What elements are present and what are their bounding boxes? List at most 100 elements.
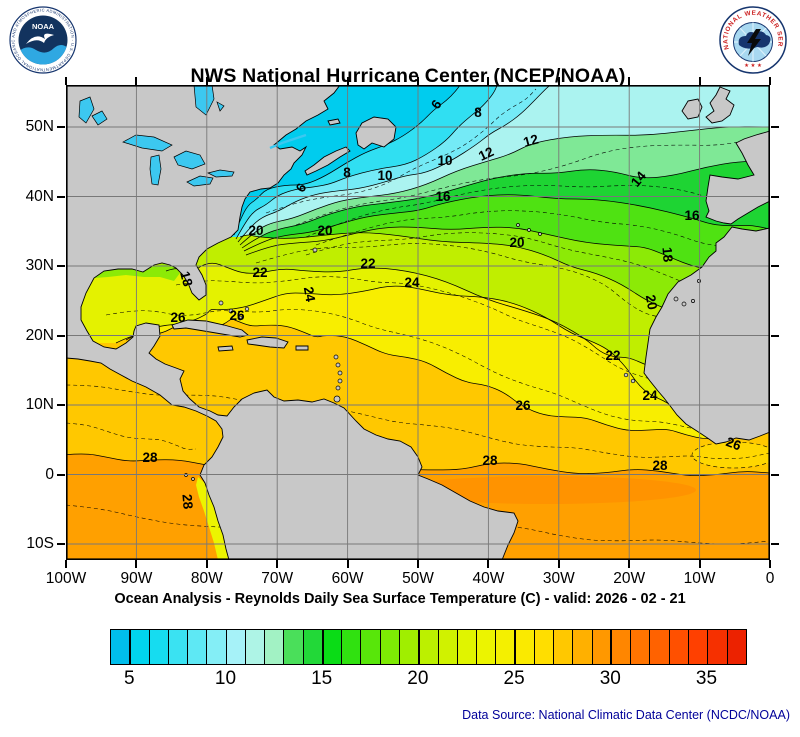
lake-7 xyxy=(193,85,215,116)
lon-tick-bottom xyxy=(346,560,349,568)
lat-tick-right xyxy=(771,404,779,406)
noaa-logo: NATIONAL OCEANIC AND ATMOSPHERIC ADMINIS… xyxy=(8,5,77,74)
land-9 xyxy=(681,98,703,120)
contour-label-22: 22 xyxy=(252,265,267,280)
land-8 xyxy=(705,86,735,124)
lon-tick-bottom xyxy=(417,560,419,568)
colorbar-cell xyxy=(610,630,631,664)
colorbar-cell xyxy=(264,630,284,664)
lat-tick-right xyxy=(771,473,779,476)
island xyxy=(527,228,531,232)
island xyxy=(191,477,195,481)
colorbar-cell xyxy=(456,630,477,664)
contour-label-28: 28 xyxy=(142,450,158,465)
land-5 xyxy=(246,336,289,349)
lat-label-40N: 40N xyxy=(25,187,54,205)
lon-label-50W: 50W xyxy=(402,570,434,587)
contour-label-20: 20 xyxy=(248,223,263,238)
colorbar-label-10: 10 xyxy=(214,668,237,689)
colorbar-major-sep xyxy=(610,630,613,664)
lon-tick-top xyxy=(346,77,349,85)
contour-label-24: 24 xyxy=(301,286,318,304)
lon-tick-top xyxy=(557,77,560,85)
colorbar-label-30: 30 xyxy=(599,668,621,689)
gulf-coast-cool-band xyxy=(94,264,180,281)
colorbar-major-sep xyxy=(514,630,516,664)
lon-label-80W: 80W xyxy=(190,570,223,587)
colorbar-cell xyxy=(129,630,149,664)
colorbar-cell xyxy=(687,630,708,664)
lon-label-30W: 30W xyxy=(542,570,575,587)
colorbar-cell xyxy=(495,630,515,664)
land-1 xyxy=(304,146,351,176)
colorbar-cell xyxy=(572,630,592,664)
lon-tick-top xyxy=(487,77,490,85)
contour-label-12: 12 xyxy=(522,131,540,149)
colorbar-cells xyxy=(111,630,746,664)
guinea-cool-pocket xyxy=(691,441,770,469)
contour-label-28: 28 xyxy=(179,493,195,510)
colorbar-label-25: 25 xyxy=(503,668,525,689)
colorbar-cell xyxy=(187,630,207,664)
lat-tick-left xyxy=(57,195,65,198)
lake-1 xyxy=(149,154,162,186)
island xyxy=(337,370,343,376)
lat-tick-right xyxy=(771,265,779,267)
colorbar-major-sep xyxy=(129,630,132,664)
land-4 xyxy=(171,319,249,338)
colorbar-cell xyxy=(591,630,611,664)
colorbar-major-sep xyxy=(417,630,420,664)
colorbar-cell xyxy=(302,630,322,664)
data-source-text: Data Source: National Climatic Data Cent… xyxy=(462,708,790,722)
land-10 xyxy=(705,130,770,225)
contour-label-16: 16 xyxy=(684,208,700,223)
lon-label-70W: 70W xyxy=(261,570,294,587)
grid-lines xyxy=(66,85,770,560)
island xyxy=(337,378,343,384)
lat-tick-left xyxy=(57,126,65,128)
lon-tick-bottom xyxy=(487,560,490,568)
map-caption: Ocean Analysis - Reynolds Daily Sea Surf… xyxy=(114,591,686,607)
land-6 xyxy=(217,345,234,352)
colorbar-cell xyxy=(630,630,650,664)
nws-logo: NATIONAL WEATHER SERVICE ★ ★ ★ xyxy=(718,5,787,74)
lon-label-90W: 90W xyxy=(120,570,153,587)
contour-label-26: 26 xyxy=(724,434,744,453)
colorbar-label-15: 15 xyxy=(311,668,333,689)
contour-label-18: 18 xyxy=(177,270,196,289)
colorbar-label-35: 35 xyxy=(695,668,718,689)
lake-8 xyxy=(216,101,225,112)
contour-label-22: 22 xyxy=(605,348,620,363)
lon-tick-top xyxy=(276,77,279,85)
colorbar-cell xyxy=(148,630,168,664)
lat-label-0: 0 xyxy=(45,465,54,483)
island xyxy=(312,247,318,253)
colorbar-major-sep xyxy=(321,630,324,664)
colorbar-cell xyxy=(167,630,188,664)
land-3 xyxy=(327,118,341,126)
lon-tick-bottom xyxy=(698,560,701,568)
lat-label-10N: 10N xyxy=(25,396,54,413)
lat-tick-left xyxy=(57,265,65,267)
island xyxy=(516,223,520,227)
contour-label-10: 10 xyxy=(437,153,452,168)
land-7 xyxy=(295,345,309,351)
colorbar-cell xyxy=(111,630,130,664)
lat-tick-right xyxy=(771,195,779,198)
colorbar-major-sep xyxy=(225,630,228,664)
lat-tick-left xyxy=(57,334,65,337)
landmasses xyxy=(66,85,770,560)
island xyxy=(681,301,687,307)
island xyxy=(335,385,341,391)
lon-tick-top xyxy=(135,77,138,85)
lon-tick-top xyxy=(205,77,208,85)
colorbar-cell xyxy=(514,630,534,664)
warm-streak xyxy=(396,476,696,504)
colorbar-major-sep xyxy=(706,630,709,664)
contour-label-10: 10 xyxy=(377,168,392,183)
lon-label-40W: 40W xyxy=(472,570,505,587)
lon-tick-bottom xyxy=(65,560,67,568)
island xyxy=(244,306,250,312)
lake-6 xyxy=(91,110,108,126)
